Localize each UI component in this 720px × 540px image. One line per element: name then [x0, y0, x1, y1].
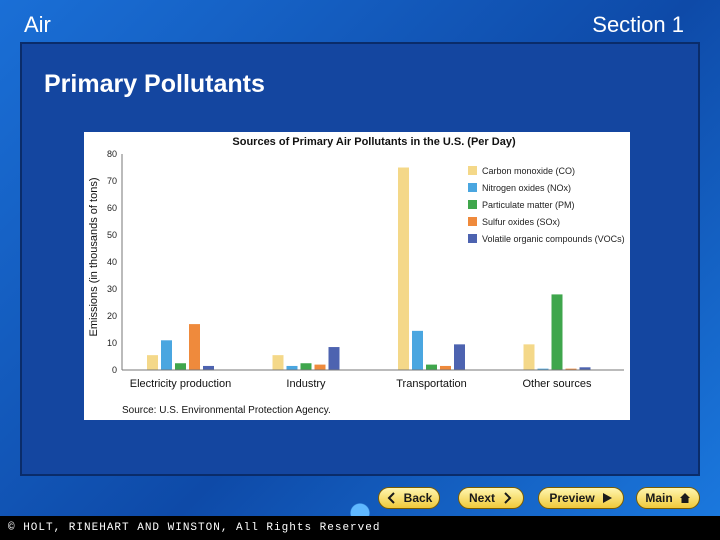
chart-container: Sources of Primary Air Pollutants in the… — [84, 132, 630, 420]
chart-title: Sources of Primary Air Pollutants in the… — [232, 136, 516, 148]
left-arrow-icon — [387, 492, 395, 504]
back-button[interactable]: Back — [378, 487, 440, 509]
bar — [523, 344, 535, 370]
legend-label: Particulate matter (PM) — [482, 200, 575, 210]
legend-label: Volatile organic compounds (VOCs) — [482, 234, 625, 244]
section-label: Section 1 — [592, 12, 684, 37]
section-subject: Air — [24, 12, 51, 37]
legend-label: Carbon monoxide (CO) — [482, 166, 575, 176]
main-label: Main — [645, 491, 673, 505]
bar — [314, 364, 326, 370]
legend-swatch — [468, 234, 477, 243]
y-tick-label: 30 — [107, 284, 117, 294]
bar — [412, 330, 423, 370]
legend-swatch — [468, 217, 477, 226]
slide-title: Primary Pollutants — [44, 70, 265, 98]
chart-source: Source: U.S. Environmental Protection Ag… — [122, 405, 331, 416]
y-tick-label: 70 — [107, 176, 117, 186]
y-tick-label: 0 — [112, 365, 117, 375]
bar — [147, 355, 158, 370]
right-arrow-icon — [504, 492, 512, 504]
play-icon — [602, 493, 612, 503]
y-tick-label: 10 — [107, 338, 117, 348]
bar — [272, 355, 284, 370]
bar — [537, 368, 549, 370]
legend-label: Nitrogen oxides (NOx) — [482, 183, 571, 193]
y-tick-label: 80 — [107, 149, 117, 159]
bar — [565, 368, 577, 370]
preview-button[interactable]: Preview — [538, 487, 624, 509]
bar — [579, 367, 591, 370]
home-icon — [679, 493, 690, 503]
bar — [175, 363, 186, 370]
x-tick-label: Electricity production — [130, 378, 232, 390]
x-tick-label: Industry — [286, 378, 326, 390]
y-tick-label: 40 — [107, 257, 117, 267]
main-button[interactable]: Main — [636, 487, 700, 509]
legend-swatch — [468, 166, 477, 175]
preview-label: Preview — [549, 491, 595, 505]
next-label: Next — [468, 491, 495, 505]
bar — [161, 340, 172, 370]
bar — [426, 364, 437, 370]
bar — [203, 365, 214, 370]
x-tick-label: Other sources — [522, 378, 592, 390]
y-tick-label: 50 — [107, 230, 117, 240]
bar — [328, 347, 340, 370]
bar — [551, 294, 563, 370]
x-tick-label: Transportation — [396, 378, 467, 390]
bar — [300, 363, 312, 370]
y-tick-label: 20 — [107, 311, 117, 321]
copyright-footer: © HOLT, RINEHART AND WINSTON, All Rights… — [0, 516, 720, 540]
legend-swatch — [468, 200, 477, 209]
bar — [189, 324, 200, 370]
bar — [286, 365, 298, 370]
bar — [440, 365, 451, 370]
back-label: Back — [403, 491, 433, 505]
y-tick-label: 60 — [107, 203, 117, 213]
legend-label: Sulfur oxides (SOx) — [482, 217, 560, 227]
y-axis-label: Emissions (in thousands of tons) — [88, 178, 100, 337]
bar-chart: Sources of Primary Air Pollutants in the… — [88, 136, 625, 416]
bar — [398, 167, 409, 370]
legend-swatch — [468, 183, 477, 192]
next-button[interactable]: Next — [458, 487, 524, 509]
bar — [454, 344, 465, 370]
